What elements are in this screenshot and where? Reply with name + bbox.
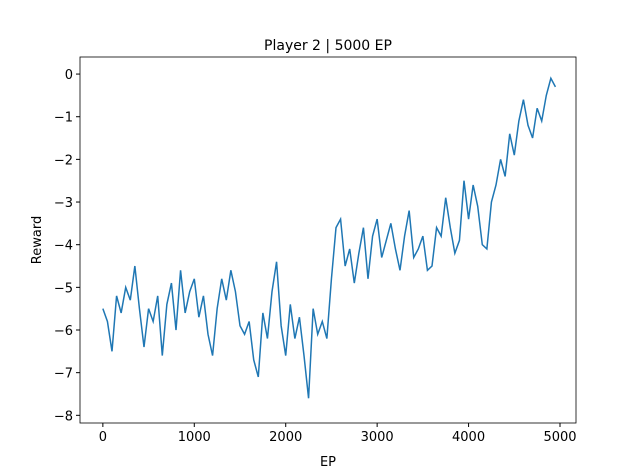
y-tick-label: 0: [65, 68, 73, 83]
y-tick-label: −2: [54, 153, 73, 168]
x-tick-label: 2000: [269, 430, 302, 445]
y-tick-label: −1: [54, 111, 73, 126]
plot-frame: [79, 56, 577, 424]
y-tick-label: −7: [54, 367, 73, 382]
y-tick-label: −3: [54, 196, 73, 211]
x-tick-label: 0: [99, 430, 107, 445]
x-tick-label: 1000: [178, 430, 211, 445]
x-tick-label: 5000: [543, 430, 576, 445]
x-tick-label: 3000: [361, 430, 394, 445]
x-axis-label: EP: [320, 455, 336, 470]
chart-title: Player 2 | 5000 EP: [264, 38, 392, 54]
y-axis-label: Reward: [30, 216, 45, 264]
x-tick-label: 4000: [452, 430, 485, 445]
y-tick-label: −6: [54, 324, 73, 339]
y-tick-label: −5: [54, 281, 73, 296]
line-series: [102, 76, 557, 399]
y-tick-label: −4: [54, 239, 73, 254]
y-tick-label: −8: [54, 409, 73, 424]
